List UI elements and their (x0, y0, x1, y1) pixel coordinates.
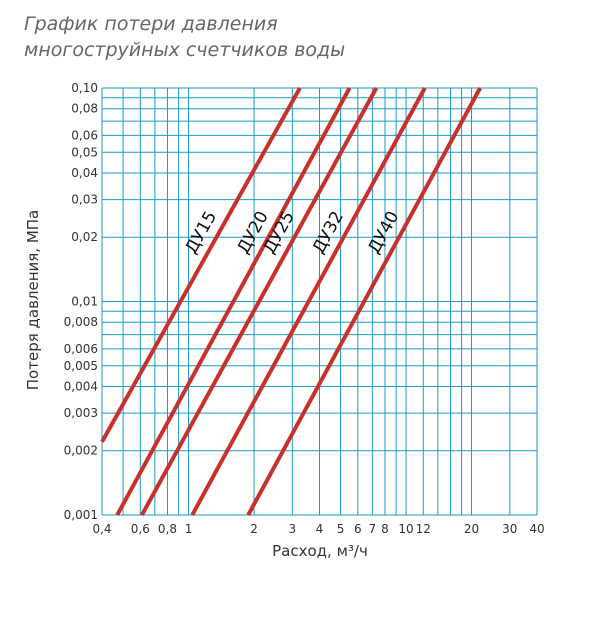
x-tick-label: 40 (529, 522, 544, 536)
y-tick-label: 0,001 (64, 508, 98, 522)
chart-subtitle: многоструйных счетчиков воды (24, 39, 345, 61)
y-tick-label: 0,02 (71, 230, 98, 244)
x-tick-label: 1 (185, 522, 193, 536)
x-tick-label: 8 (381, 522, 389, 536)
y-tick-label: 0,03 (71, 193, 98, 207)
series-label: ДУ40 (364, 208, 403, 257)
y-tick-label: 0,10 (71, 81, 98, 95)
x-tick-label: 2 (250, 522, 258, 536)
series-line (115, 87, 352, 516)
x-axis-label: Расход, м³/ч (272, 542, 368, 560)
series-line (246, 87, 482, 516)
x-tick-label: 10 (398, 522, 413, 536)
x-tick-label: 12 (416, 522, 431, 536)
x-tick-label: 0,4 (92, 522, 111, 536)
x-tick-label: 3 (289, 522, 297, 536)
y-tick-label: 0,008 (64, 315, 98, 329)
series-label: ДУ32 (309, 208, 348, 257)
y-tick-label: 0,01 (71, 295, 98, 309)
y-tick-label: 0,004 (64, 379, 98, 393)
y-tick-label: 0,002 (64, 444, 98, 458)
series-label: ДУ15 (182, 208, 222, 257)
x-tick-label: 5 (337, 522, 345, 536)
y-tick-label: 0,08 (71, 102, 98, 116)
x-tick-label: 4 (316, 522, 324, 536)
y-tick-label: 0,04 (71, 166, 98, 180)
y-tick-label: 0,005 (64, 359, 98, 373)
y-tick-label: 0,06 (71, 128, 98, 142)
y-axis-label: Потеря давления, МПа (24, 210, 42, 390)
y-tick-label: 0,003 (64, 406, 98, 420)
series-line (190, 87, 427, 516)
chart-title: График потери давления (24, 13, 278, 35)
y-tick-label: 0,006 (64, 342, 98, 356)
x-tick-label: 7 (369, 522, 377, 536)
x-tick-label: 30 (502, 522, 517, 536)
y-tick-label: 0,05 (71, 145, 98, 159)
x-tick-label: 6 (354, 522, 362, 536)
series-line (100, 87, 302, 443)
x-tick-label: 0,8 (158, 522, 177, 536)
series-line (140, 87, 379, 516)
x-tick-label: 20 (464, 522, 479, 536)
x-tick-label: 0,6 (131, 522, 150, 536)
